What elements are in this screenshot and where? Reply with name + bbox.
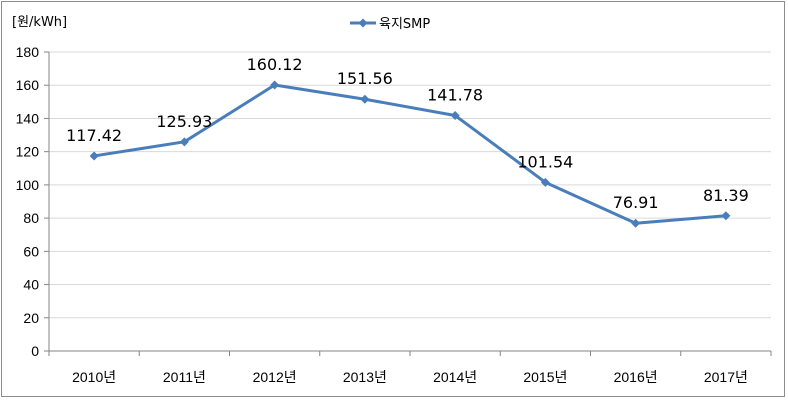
y-tick-label: 120 xyxy=(16,144,40,160)
data-label: 76.91 xyxy=(613,193,659,212)
data-point-marker xyxy=(631,218,641,228)
data-point-marker xyxy=(89,151,99,161)
series-line xyxy=(93,83,726,225)
data-point-marker xyxy=(540,177,550,187)
axes xyxy=(44,51,772,356)
y-tick-label: 20 xyxy=(23,310,39,326)
data-label: 117.42 xyxy=(66,126,122,145)
legend-label: 육지SMP xyxy=(379,17,430,32)
x-tick-label: 2015년 xyxy=(523,369,567,385)
data-label: 151.56 xyxy=(337,69,393,88)
y-axis-unit-label: [원/kWh] xyxy=(12,15,67,30)
data-label: 81.39 xyxy=(703,186,749,205)
y-tick-label: 160 xyxy=(16,77,40,93)
y-tick-label: 100 xyxy=(16,177,40,193)
y-tick-label: 140 xyxy=(16,110,40,126)
data-label: 125.93 xyxy=(156,112,212,131)
x-tick-label: 2010년 xyxy=(72,369,116,385)
y-tick-label: 80 xyxy=(23,210,39,226)
x-tick-label: 2011년 xyxy=(163,369,206,385)
data-labels: 117.42 125.93 160.12 151.56 141.78 101.54 76.9… xyxy=(66,55,749,212)
x-tick-label: 2016년 xyxy=(614,369,658,385)
data-label: 101.54 xyxy=(517,152,573,171)
x-tick-label: 2013년 xyxy=(343,369,387,385)
x-tick-label: 2012년 xyxy=(253,369,297,385)
gridlines xyxy=(49,51,771,319)
data-point-marker xyxy=(179,137,189,147)
legend-marker-swatch xyxy=(358,18,368,28)
series-markers xyxy=(89,80,731,228)
data-point-marker xyxy=(721,211,731,221)
y-tick-label: 180 xyxy=(16,44,40,60)
x-tick-label: 2017년 xyxy=(704,369,748,385)
x-tick-labels: 2010년 2011년 2012년 2013년 2014년 2015년 2016년 2017년 xyxy=(72,369,748,385)
y-tick-label: 60 xyxy=(23,243,39,259)
series-lines xyxy=(93,83,726,225)
y-tick-label: 0 xyxy=(31,343,39,359)
data-point-marker xyxy=(450,110,460,120)
legend: 육지SMP xyxy=(350,17,430,32)
y-tick-label: 40 xyxy=(23,277,39,293)
data-label: 160.12 xyxy=(247,55,303,74)
data-label: 141.78 xyxy=(427,85,483,104)
data-point-marker xyxy=(360,94,370,104)
x-tick-label: 2014년 xyxy=(433,369,477,385)
data-point-marker xyxy=(270,80,280,90)
y-tick-labels: 0 20 40 60 80 100 120 140 160 180 xyxy=(16,44,40,359)
